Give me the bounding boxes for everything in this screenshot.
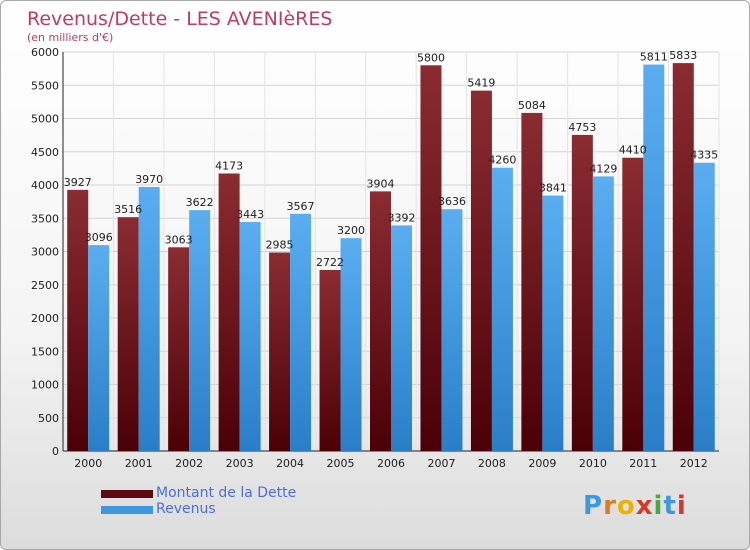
- data-label-debt: 3063: [165, 233, 193, 246]
- data-label-revenue: 3567: [287, 200, 315, 213]
- legend-swatch-debt: [101, 490, 153, 498]
- y-tick-label: 1500: [31, 345, 59, 358]
- axes: 0 500 1000 1500 2000 2500 3000 3500 4000 4500 5000…: [31, 46, 719, 470]
- x-tick-label: 2003: [226, 457, 254, 470]
- data-label-debt: 3904: [367, 177, 395, 190]
- data-label-debt: 4753: [568, 121, 596, 134]
- bar-revenue: [138, 186, 160, 451]
- data-label-debt: 5084: [518, 99, 546, 112]
- bar-debt: [521, 112, 543, 451]
- x-tick-label: 2002: [175, 457, 203, 470]
- x-tick-label: 2009: [528, 457, 556, 470]
- bar-revenue: [239, 222, 261, 451]
- y-tick-label: 4000: [31, 179, 59, 192]
- bar-revenue: [441, 209, 463, 451]
- y-tick-label: 2500: [31, 279, 59, 292]
- data-label-revenue: 4129: [589, 162, 617, 175]
- bar-debt: [168, 247, 190, 451]
- chart-subtitle: (en milliers d'€): [27, 31, 113, 44]
- bar-revenue: [592, 176, 614, 451]
- data-labels: 3927 3096 3516 3970 3063 3622 4173 3443 2985 3567…: [64, 49, 719, 269]
- y-tick-label: 0: [52, 445, 59, 458]
- logo-letter: x: [635, 491, 654, 521]
- x-tick-label: 2012: [680, 457, 708, 470]
- data-label-debt: 2722: [316, 256, 344, 269]
- data-label-revenue: 4260: [488, 154, 516, 167]
- logo-letter: P: [583, 491, 604, 521]
- bar-revenue: [189, 210, 211, 451]
- y-tick-label: 500: [38, 412, 59, 425]
- data-label-revenue: 3096: [85, 231, 113, 244]
- x-tick-label: 2001: [125, 457, 153, 470]
- x-tick-label: 2010: [579, 457, 607, 470]
- data-label-debt: 4173: [215, 159, 243, 172]
- logo-letter: t: [663, 491, 677, 521]
- bar-revenue: [290, 213, 312, 451]
- y-tick-label: 6000: [31, 46, 59, 59]
- bar-debt: [117, 217, 139, 451]
- data-label-debt: 4410: [619, 144, 647, 157]
- bar-revenue: [491, 167, 513, 451]
- data-label-debt: 3516: [114, 203, 142, 216]
- logo-letter: i: [676, 491, 687, 521]
- data-label-revenue: 3200: [337, 224, 365, 237]
- bar-revenue: [88, 245, 110, 451]
- legend-label-debt: Montant de la Dette: [156, 485, 297, 501]
- data-label-debt: 5833: [669, 49, 697, 62]
- y-tick-label: 3500: [31, 212, 59, 225]
- x-tick-label: 2000: [74, 457, 102, 470]
- proxiti-logo: Proxiti: [583, 491, 687, 521]
- y-tick-label: 1000: [31, 379, 59, 392]
- y-tick-label: 3000: [31, 246, 59, 259]
- bar-revenue: [391, 225, 412, 451]
- bar-debt: [571, 134, 593, 451]
- logo-letter: i: [653, 491, 664, 521]
- bar-debt: [218, 173, 240, 452]
- bar-debt: [622, 157, 644, 452]
- data-label-revenue: 3636: [438, 195, 466, 208]
- y-tick-label: 4500: [31, 146, 59, 159]
- bars: [67, 63, 715, 452]
- bar-revenue: [340, 238, 362, 451]
- chart-title: Revenus/Dette - LES AVENIèRES: [27, 8, 332, 30]
- legend-label-revenue: Revenus: [156, 501, 216, 517]
- bar-debt: [370, 191, 391, 451]
- data-label-debt: 5419: [467, 77, 495, 90]
- bar-debt: [67, 189, 89, 452]
- data-label-revenue: 3443: [236, 208, 264, 221]
- legend-swatch-revenue: [101, 506, 153, 514]
- bar-debt: [672, 63, 694, 451]
- bar-revenue: [643, 64, 665, 452]
- data-label-revenue: 3622: [186, 196, 214, 209]
- data-label-revenue: 5811: [640, 51, 668, 64]
- x-tick-label: 2004: [276, 457, 304, 470]
- bar-debt: [420, 65, 442, 452]
- bar-debt: [319, 269, 341, 451]
- data-label-revenue: 3970: [135, 173, 163, 186]
- y-tick-label: 2000: [31, 312, 59, 325]
- data-label-debt: 5800: [417, 51, 445, 64]
- data-label-debt: 3927: [64, 176, 92, 189]
- bar-revenue: [693, 162, 715, 451]
- data-label-debt: 2985: [266, 238, 294, 251]
- bar-debt: [470, 90, 492, 451]
- y-tick-label: 5000: [31, 113, 59, 126]
- bar-revenue: [542, 195, 564, 451]
- x-tick-label: 2006: [377, 457, 405, 470]
- data-label-revenue: 4335: [690, 149, 718, 162]
- x-tick-label: 2008: [478, 457, 506, 470]
- logo-letter: o: [616, 491, 636, 521]
- x-tick-label: 2011: [629, 457, 657, 470]
- x-tick-label: 2007: [427, 457, 455, 470]
- y-tick-label: 5500: [31, 79, 59, 92]
- x-tick-label: 2005: [327, 457, 355, 470]
- data-label-revenue: 3392: [388, 211, 416, 224]
- logo-letter: r: [603, 491, 617, 521]
- data-label-revenue: 3841: [539, 182, 567, 195]
- bar-debt: [269, 252, 291, 451]
